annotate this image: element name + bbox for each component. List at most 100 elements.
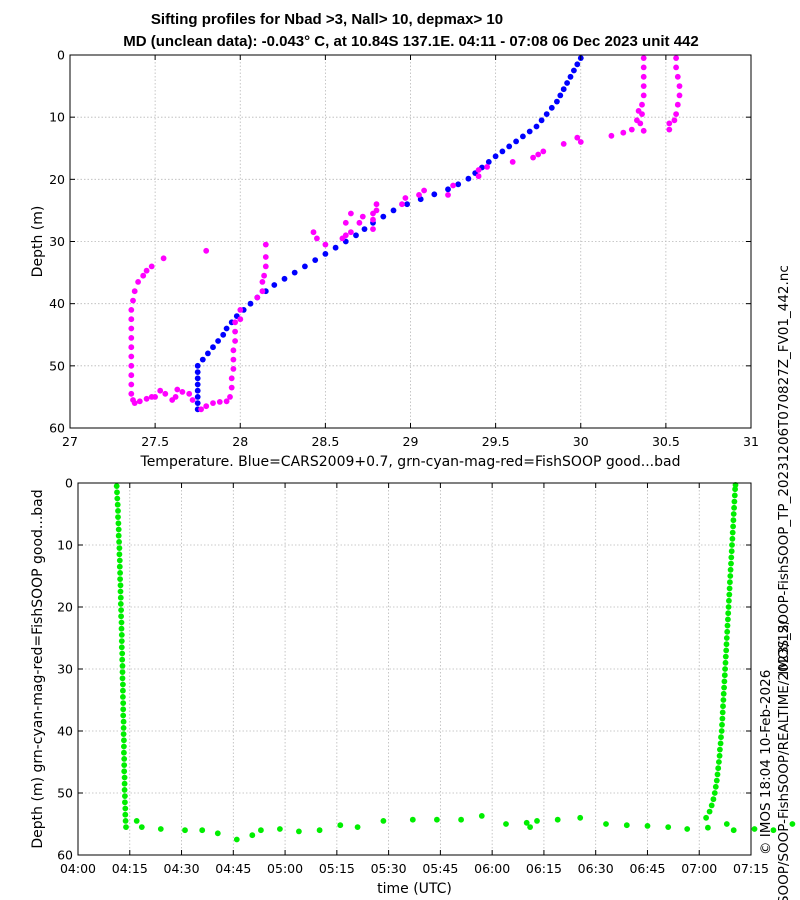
depth-data-point <box>114 495 121 502</box>
depth-y-tick-label: 60 <box>57 848 73 863</box>
depth-data-point <box>118 644 125 651</box>
depth-data-point <box>527 824 533 830</box>
depth-data-point <box>120 687 126 694</box>
depth-data-point <box>113 483 120 489</box>
depth-data-point <box>121 780 128 787</box>
depth-data-point <box>119 650 126 657</box>
temp-data-point <box>128 362 135 369</box>
temp-data-point <box>348 210 354 217</box>
temp-x-tick-label: 30 <box>573 434 589 449</box>
temp-data-point <box>128 325 135 332</box>
depth-data-point <box>684 826 691 832</box>
temp-data-point <box>254 294 261 301</box>
figure-title-line2: MD (unclean data): -0.043° C, at 10.84S … <box>123 33 698 50</box>
depth-x-tick-label: 06:30 <box>578 861 614 876</box>
temp-data-point <box>189 397 196 403</box>
depth-y-tick-label: 50 <box>57 786 73 801</box>
temp-data-point <box>540 148 547 155</box>
depth-data-point <box>710 796 717 803</box>
temp-data-point <box>174 386 181 393</box>
temp-data-point <box>128 344 135 351</box>
depth-data-point <box>120 712 127 719</box>
temp-data-point <box>130 297 136 304</box>
temp-data-point <box>131 400 138 406</box>
temp-data-point <box>281 275 288 282</box>
depth-data-point <box>121 768 128 775</box>
depth-data-point <box>114 501 121 508</box>
depth-data-point <box>731 498 738 505</box>
temp-data-point <box>577 139 584 145</box>
temp-data-point <box>205 350 211 357</box>
temp-data-point <box>356 219 363 226</box>
temp-data-point <box>499 148 506 155</box>
temp-data-point <box>332 244 339 251</box>
depth-data-point <box>119 669 126 675</box>
depth-data-point <box>715 765 722 772</box>
temp-data-point <box>676 92 683 99</box>
depth-data-point <box>118 607 124 613</box>
depth-data-point <box>789 821 796 827</box>
depth-x-tick-label: 05:45 <box>422 861 458 876</box>
depth-data-point <box>706 808 713 815</box>
temp-data-point <box>513 138 519 145</box>
temp-data-point <box>370 226 376 233</box>
depth-data-point <box>121 774 128 781</box>
temp-data-point <box>140 272 147 279</box>
temp-data-point <box>533 123 540 130</box>
depth-data-point <box>117 576 123 582</box>
temp-data-point <box>640 92 647 99</box>
depth-data-point <box>731 504 737 511</box>
temp-data-point <box>404 201 410 208</box>
depth-data-point <box>138 824 145 830</box>
temp-data-point <box>608 132 615 139</box>
depth-x-tick-label: 06:00 <box>474 861 510 876</box>
temp-data-point <box>314 235 320 242</box>
temp-data-point <box>302 263 308 270</box>
depth-data-point <box>723 647 730 654</box>
depth-x-axis-label: time (UTC) <box>377 881 452 897</box>
depth-data-point <box>577 814 584 821</box>
temp-data-point <box>230 347 237 354</box>
temp-data-point <box>399 201 405 208</box>
temp-x-tick-label: 30.5 <box>652 434 680 449</box>
depth-data-point <box>711 790 718 796</box>
temp-data-point <box>186 390 193 397</box>
depth-data-point <box>730 511 737 517</box>
depth-data-point <box>770 827 777 834</box>
temp-data-point <box>416 192 422 198</box>
temp-data-point <box>128 307 135 313</box>
depth-data-point <box>118 638 125 644</box>
temp-data-point <box>143 395 150 402</box>
temp-data-point <box>674 73 681 80</box>
depth-data-point <box>665 824 672 830</box>
temp-data-point <box>230 366 237 372</box>
depth-time-chart: 04:00 04:15 04:30 04:45 05:00 05:15 05:30 05:45… <box>30 476 796 897</box>
temp-data-point <box>380 213 387 220</box>
depth-data-point <box>729 529 736 536</box>
temp-y-tick-label: 40 <box>49 296 65 311</box>
depth-data-point <box>120 700 127 706</box>
temp-data-point <box>237 307 244 313</box>
depth-data-point <box>120 694 126 700</box>
depth-data-point <box>118 632 125 638</box>
depth-x-tick-label: 05:30 <box>371 861 407 876</box>
depth-data-point <box>751 826 758 832</box>
depth-data-point <box>354 824 361 830</box>
depth-data-point <box>458 816 464 823</box>
depth-data-point <box>115 520 122 527</box>
temp-data-point <box>465 175 472 182</box>
depth-data-point <box>705 824 711 831</box>
temp-data-point <box>640 64 647 71</box>
temp-x-tick-label: 28 <box>232 434 248 449</box>
depth-data-point <box>708 802 715 809</box>
copyright-label: © IMOS 18:04 10-Feb-2026 <box>758 670 774 855</box>
depth-data-point <box>722 653 729 660</box>
depth-y-tick-label: 40 <box>57 724 73 739</box>
temp-data-point <box>271 282 278 288</box>
temp-data-point <box>262 254 269 260</box>
depth-data-point <box>717 746 723 753</box>
depth-data-point <box>258 827 264 834</box>
depth-data-point <box>720 690 727 697</box>
depth-data-point <box>724 622 731 629</box>
depth-data-point <box>725 604 732 610</box>
